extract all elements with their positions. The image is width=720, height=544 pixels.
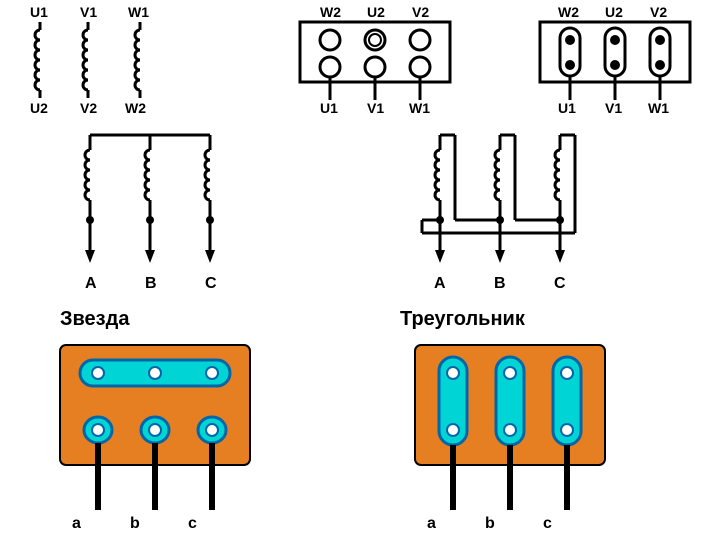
delta-title: Треугольник xyxy=(400,308,525,331)
tb2-v2: V2 xyxy=(650,4,667,20)
delta-phase-b: B xyxy=(494,275,506,293)
tb2-w2: W2 xyxy=(558,4,579,20)
label-u2: U2 xyxy=(30,100,48,116)
delta-circuit xyxy=(400,125,660,325)
delta-lead-a: a xyxy=(427,515,436,533)
delta-phase-a: A xyxy=(434,275,446,293)
delta-phase-c: C xyxy=(554,275,566,293)
label-v1: V1 xyxy=(80,4,97,20)
label-w1: W1 xyxy=(128,4,149,20)
star-title: Звезда xyxy=(60,308,129,331)
tb1-u2: U2 xyxy=(367,4,385,20)
star-phase-b: B xyxy=(145,275,157,293)
label-w2: W2 xyxy=(125,100,146,116)
delta-lead-c: c xyxy=(543,515,552,533)
star-lead-a: a xyxy=(72,515,81,533)
tb1-w2: W2 xyxy=(320,4,341,20)
tb1-v2: V2 xyxy=(412,4,429,20)
delta-terminal-block xyxy=(395,335,645,535)
winding-v xyxy=(83,22,88,98)
tb2-v1: V1 xyxy=(605,100,622,116)
label-u1: U1 xyxy=(30,4,48,20)
tb2-u2: U2 xyxy=(605,4,623,20)
tb2-w1: W1 xyxy=(648,100,669,116)
tb2-u1: U1 xyxy=(558,100,576,116)
star-lead-c: c xyxy=(188,515,197,533)
star-phase-a: A xyxy=(85,275,97,293)
winding-w xyxy=(135,22,140,98)
star-lead-b: b xyxy=(130,515,140,533)
star-circuit xyxy=(60,125,280,325)
delta-lead-b: b xyxy=(485,515,495,533)
winding-u xyxy=(35,22,40,98)
tb1-v1: V1 xyxy=(367,100,384,116)
star-terminal-block xyxy=(40,335,290,535)
star-phase-c: C xyxy=(205,275,217,293)
tb1-u1: U1 xyxy=(320,100,338,116)
label-v2: V2 xyxy=(80,100,97,116)
tb1-w1: W1 xyxy=(409,100,430,116)
